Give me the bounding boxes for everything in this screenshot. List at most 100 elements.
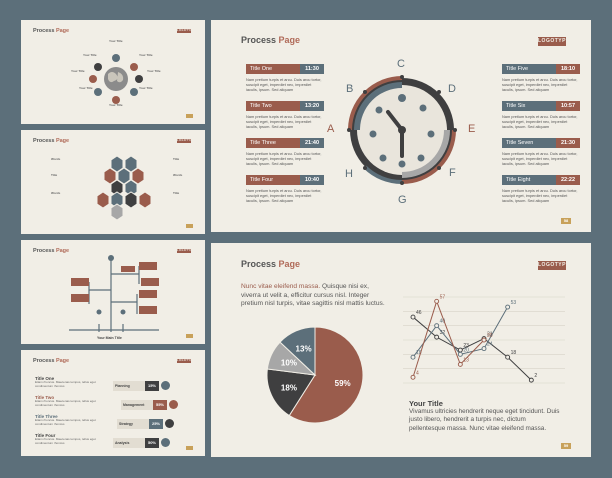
time-item-name: Title Four <box>246 175 300 185</box>
thumb4-item-title: Title Three <box>35 414 58 419</box>
time-item-title-seven: Title Seven 21:30 Nam pretium turpis et a… <box>502 138 580 166</box>
thumb2-label: Title <box>173 157 180 161</box>
bar-icon <box>169 400 178 409</box>
thumb2-label: Words <box>51 157 61 161</box>
time-item-name: Title Six <box>502 101 556 111</box>
bar-label: Strategy <box>117 418 149 429</box>
data-point <box>434 323 440 329</box>
logo: LOGOTYPE <box>538 37 570 46</box>
time-item-name: Title One <box>246 64 300 74</box>
time-item-title-three: Title Three 21:40 Nam pretium turpis et a… <box>246 138 324 166</box>
thumb3-caption: Your Main Title <box>97 336 122 340</box>
data-label: 46 <box>416 310 422 316</box>
thumb4-item: Title One Etiam rhoncus. Maecenas tempus… <box>35 376 107 395</box>
time-item-time: 18:10 <box>556 64 580 74</box>
time-item-time: 21:30 <box>556 138 580 148</box>
thumbnail-slide-2[interactable]: Process Page LOGOTYPE Words Title Words … <box>21 130 205 234</box>
data-point <box>434 298 440 304</box>
time-item-text: Nam pretium turpis et arcu. Duis arcu to… <box>246 151 322 167</box>
bar-icon <box>161 381 170 390</box>
time-item-name: Title Eight <box>502 175 556 185</box>
data-label: 24 <box>487 342 493 348</box>
data-point <box>410 354 416 360</box>
thumbnail-slide-1[interactable]: Process Page LOGOTYPE Your Title Your Ti… <box>21 20 205 124</box>
thumb4-item: Title Two Etiam rhoncus. Maecenas tempus… <box>35 395 107 414</box>
main-slide-charts: Process Page LOGOTYPE Nunc vitae eleifen… <box>211 243 591 457</box>
page-number: 59 <box>561 443 571 449</box>
pie-slice <box>279 326 316 377</box>
time-item-time: 11:30 <box>300 64 324 74</box>
time-item-title-five: Title Five 18:10 Nam pretium turpis et ar… <box>502 64 580 92</box>
data-point <box>505 304 511 310</box>
bar-icon <box>161 438 170 447</box>
thumb4-item-title: Title Four <box>35 433 56 438</box>
bar-row: Strategy 25% <box>117 414 191 433</box>
main-slide-clock: Process Page LOGOTYPE Title One 11:30 Nam… <box>211 20 591 232</box>
thumb4-list: Title One Etiam rhoncus. Maecenas tempus… <box>35 376 107 452</box>
time-item-title-four: Title Four 10:40 Nam pretium turpis et ar… <box>246 175 324 203</box>
thumbnail-slide-3[interactable]: Process Page LOGOTYPE Your Main Title <box>21 240 205 344</box>
page-number <box>186 446 193 450</box>
slide-title: Process Page <box>33 358 70 364</box>
data-label: 31 <box>487 332 493 338</box>
page-number: 58 <box>561 218 571 224</box>
pie-slice-label: 59% <box>335 379 351 388</box>
time-item-title-eight: Title Eight 22:22 Nam pretium turpis et a… <box>502 175 580 203</box>
thumb4-bars: Planning 15% Management 55% Strategy 25%… <box>113 376 191 452</box>
pie-slice-label: 18% <box>281 383 297 392</box>
thumb4-item-text: Etiam rhoncus. Maecenas tempus, tellus e… <box>35 418 96 426</box>
time-item-time: 10:40 <box>300 175 324 185</box>
slide-title: Process Page <box>241 35 301 45</box>
thumb2-label: Words <box>51 191 61 195</box>
thumbnail-slide-4[interactable]: Process Page LOGOTYPE Title One Etiam rh… <box>21 350 205 456</box>
time-item-name: Title Seven <box>502 138 556 148</box>
bar-label: Analysis <box>113 437 145 448</box>
intro-highlight: Nunc vitae eleifend massa. <box>241 283 321 290</box>
clock-letter-e: E <box>468 123 476 135</box>
thumb1-label: Your Title <box>139 53 153 57</box>
clock-letter-a: A <box>327 123 335 135</box>
pie-slice <box>288 326 364 424</box>
series-line <box>412 316 532 381</box>
bar-value: 15% <box>145 380 159 391</box>
pie-slice <box>266 368 316 417</box>
thumb1-label: Your Title <box>83 53 97 57</box>
data-point <box>457 347 463 353</box>
logo: LOGOTYPE <box>177 139 195 143</box>
bar-value: 25% <box>149 418 163 429</box>
data-point <box>457 351 463 357</box>
thumb4-item: Title Four Etiam rhoncus. Maecenas tempu… <box>35 433 107 452</box>
clock-diagram <box>347 75 457 185</box>
bar-icon <box>165 419 174 428</box>
hexagon-diagram <box>96 156 152 220</box>
time-item-text: Nam pretium turpis et arcu. Duis arcu to… <box>502 188 578 204</box>
data-label: 57 <box>440 294 446 300</box>
clock-letter-d: D <box>448 83 456 95</box>
data-label: 30 <box>487 333 493 339</box>
bar-row: Planning 15% <box>113 376 191 395</box>
time-item-text: Nam pretium turpis et arcu. Duis arcu to… <box>246 188 322 204</box>
thumb4-item-title: Title One <box>35 376 55 381</box>
clock-letter-b: B <box>346 83 354 95</box>
clock-letter-h: H <box>345 168 353 180</box>
clock-letter-c: C <box>397 58 405 70</box>
thumb1-label: Your Title <box>79 86 93 90</box>
thumb4-item-title: Title Two <box>35 395 55 400</box>
thumb2-label: Title <box>51 173 58 177</box>
pie-slice-label: 13% <box>296 345 312 354</box>
time-item-title-one: Title One 11:30 Nam pretium turpis et arc… <box>246 64 324 92</box>
bar-row: Management 55% <box>121 395 191 414</box>
slide-title: Process Page <box>33 248 70 254</box>
time-item-title-six: Title Six 10:57 Nam pretium turpis et arc… <box>502 101 580 129</box>
data-point <box>457 361 463 367</box>
thumb1-label: Your Title <box>71 69 85 73</box>
bar-label: Planning <box>113 380 145 391</box>
page-number <box>186 224 193 228</box>
logo: LOGOTYPE <box>177 359 195 363</box>
your-title-text: Vivamus ultricies hendrerit neque eget t… <box>409 408 560 432</box>
data-label: 2 <box>534 373 537 379</box>
intro-paragraph: Nunc vitae eleifend massa. Quisque nisi … <box>241 283 389 309</box>
world-diagram <box>89 54 143 104</box>
bar-value: 55% <box>153 399 167 410</box>
